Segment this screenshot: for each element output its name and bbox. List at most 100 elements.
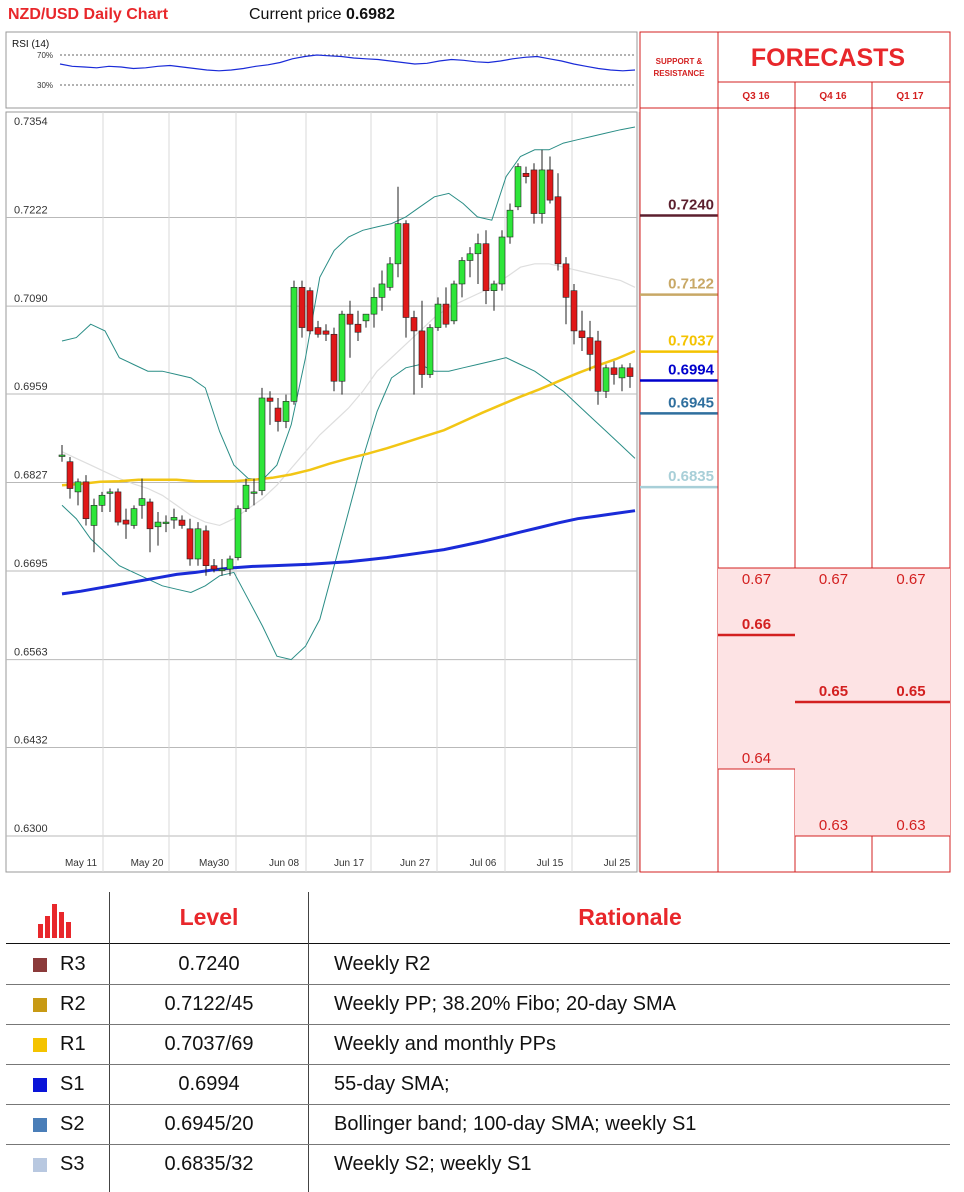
candle-body: [346, 313, 354, 325]
candle: [98, 491, 106, 513]
level-color-swatch: [33, 998, 47, 1012]
candle-body: [298, 287, 306, 328]
table-row: R2 0.7122/45 Weekly PP; 38.20% Fibo; 20-da…: [0, 985, 964, 1025]
candle-body: [506, 209, 514, 238]
candle: [442, 287, 450, 328]
level-rationale: Weekly and monthly PPs: [334, 1033, 556, 1055]
level-rationale: 55-day SMA;: [334, 1073, 450, 1095]
rsi-frame: [5, 31, 638, 109]
candle: [602, 364, 610, 398]
x-tick-label: Jul 25: [604, 858, 631, 869]
candle-body: [170, 517, 178, 521]
forecast-value-q3: 0.67: [742, 571, 771, 588]
level-value: 0.6994: [178, 1073, 240, 1095]
candle-body: [202, 530, 210, 566]
y-tick-label: 0.7222: [14, 205, 48, 217]
candle-body: [570, 290, 578, 332]
candle: [450, 280, 458, 325]
candle-body: [130, 508, 138, 526]
candle-body: [154, 521, 162, 528]
sma100-line: [61, 509, 636, 596]
table-row: R3 0.7240 Weekly R2: [0, 945, 964, 985]
chart-area: RSI (14) 70% 30% 0.7354 0.7222 0.7090 0.695…: [5, 31, 951, 873]
x-tick-label: May30: [199, 858, 229, 869]
candle: [498, 230, 506, 291]
candle-body: [194, 528, 202, 560]
table-row-rule: [6, 984, 950, 985]
candle-body: [466, 253, 474, 261]
candle: [458, 257, 466, 298]
table-row: S3 0.6835/32 Weekly S2; weekly S1: [0, 1145, 964, 1185]
y-tick-label: 0.6959: [14, 381, 48, 393]
candle: [194, 522, 202, 566]
candle-body: [522, 172, 530, 177]
candle: [362, 313, 370, 328]
candle: [338, 310, 346, 395]
table-row-rule: [6, 1064, 950, 1065]
level-code: S1: [60, 1073, 85, 1095]
x-tick-label: Jun 27: [400, 858, 430, 869]
candle: [618, 364, 626, 392]
support-resistance-panel: SUPPORT & RESISTANCE 0.72400.71220.70370…: [639, 31, 719, 873]
level-code: R1: [60, 1033, 86, 1055]
candle: [514, 163, 522, 211]
candle-body: [538, 169, 546, 214]
candle-body: [458, 260, 466, 285]
candle-body: [226, 558, 234, 570]
candle: [114, 488, 122, 526]
candle: [426, 324, 434, 378]
candle: [626, 363, 634, 388]
forecast-value-q4: 0.63: [819, 817, 848, 834]
candle: [610, 361, 618, 385]
candle-body: [282, 401, 290, 422]
candle-body: [186, 528, 194, 560]
candle: [90, 498, 98, 553]
sr-header-resistance: RESISTANCE: [654, 69, 706, 78]
forecast-col-q4: Q4 16: [819, 91, 847, 102]
candle: [410, 310, 418, 395]
table-header-level: Level: [179, 904, 239, 930]
candle: [138, 478, 146, 519]
forecast-col-q1: Q1 17: [896, 91, 924, 102]
candle: [530, 163, 538, 224]
sma20-line: [61, 263, 636, 527]
candle: [106, 488, 114, 513]
candle-body: [482, 243, 490, 291]
table-row-rule: [6, 1144, 950, 1145]
rsi-line: [59, 54, 636, 72]
candle-body: [218, 568, 226, 571]
forecast-col-q3: Q3 16: [742, 91, 770, 102]
candle-body: [530, 169, 538, 214]
y-tick-label: 0.6300: [14, 823, 48, 835]
candle: [490, 280, 498, 311]
candle-body: [418, 330, 426, 375]
forecasts-panel: FORECASTS Q3 16 Q4 16 Q1 17 0.67 0.66 0.64…: [717, 31, 951, 873]
bollinger-upper-line: [61, 126, 636, 481]
candle-body: [514, 166, 522, 208]
candle-body: [474, 243, 482, 255]
rsi-label: RSI (14): [12, 39, 49, 50]
table-col-line-1: [109, 892, 110, 1192]
candle: [394, 186, 402, 278]
level-code: S3: [60, 1153, 85, 1175]
candle-body: [162, 521, 170, 524]
candle: [186, 518, 194, 566]
sr-levels: 0.7240 0.7122 0.7037 0.6994 0.6945 0.6835: [640, 196, 718, 489]
x-axis-labels: May 11 May 20 May30 Jun 08 Jun 17 Jun 27 Jul 0…: [65, 858, 631, 869]
candle: [74, 478, 82, 506]
level-value: 0.7122/45: [164, 993, 254, 1015]
candle-body: [490, 283, 498, 291]
candle-body: [578, 330, 586, 338]
x-tick-label: May 11: [65, 858, 97, 869]
sr-level-label: 0.7037: [668, 333, 714, 350]
candle-body: [138, 498, 146, 506]
forecast-value-q4: 0.67: [819, 571, 848, 588]
sr-level-label: 0.6945: [668, 394, 714, 411]
y-tick-label: 0.6827: [14, 470, 48, 482]
candle: [402, 220, 410, 338]
candle-body: [498, 236, 506, 285]
candle-body: [178, 519, 186, 526]
candle-body: [602, 367, 610, 392]
price-chart-frame: [5, 111, 638, 873]
level-color-swatch: [33, 1158, 47, 1172]
